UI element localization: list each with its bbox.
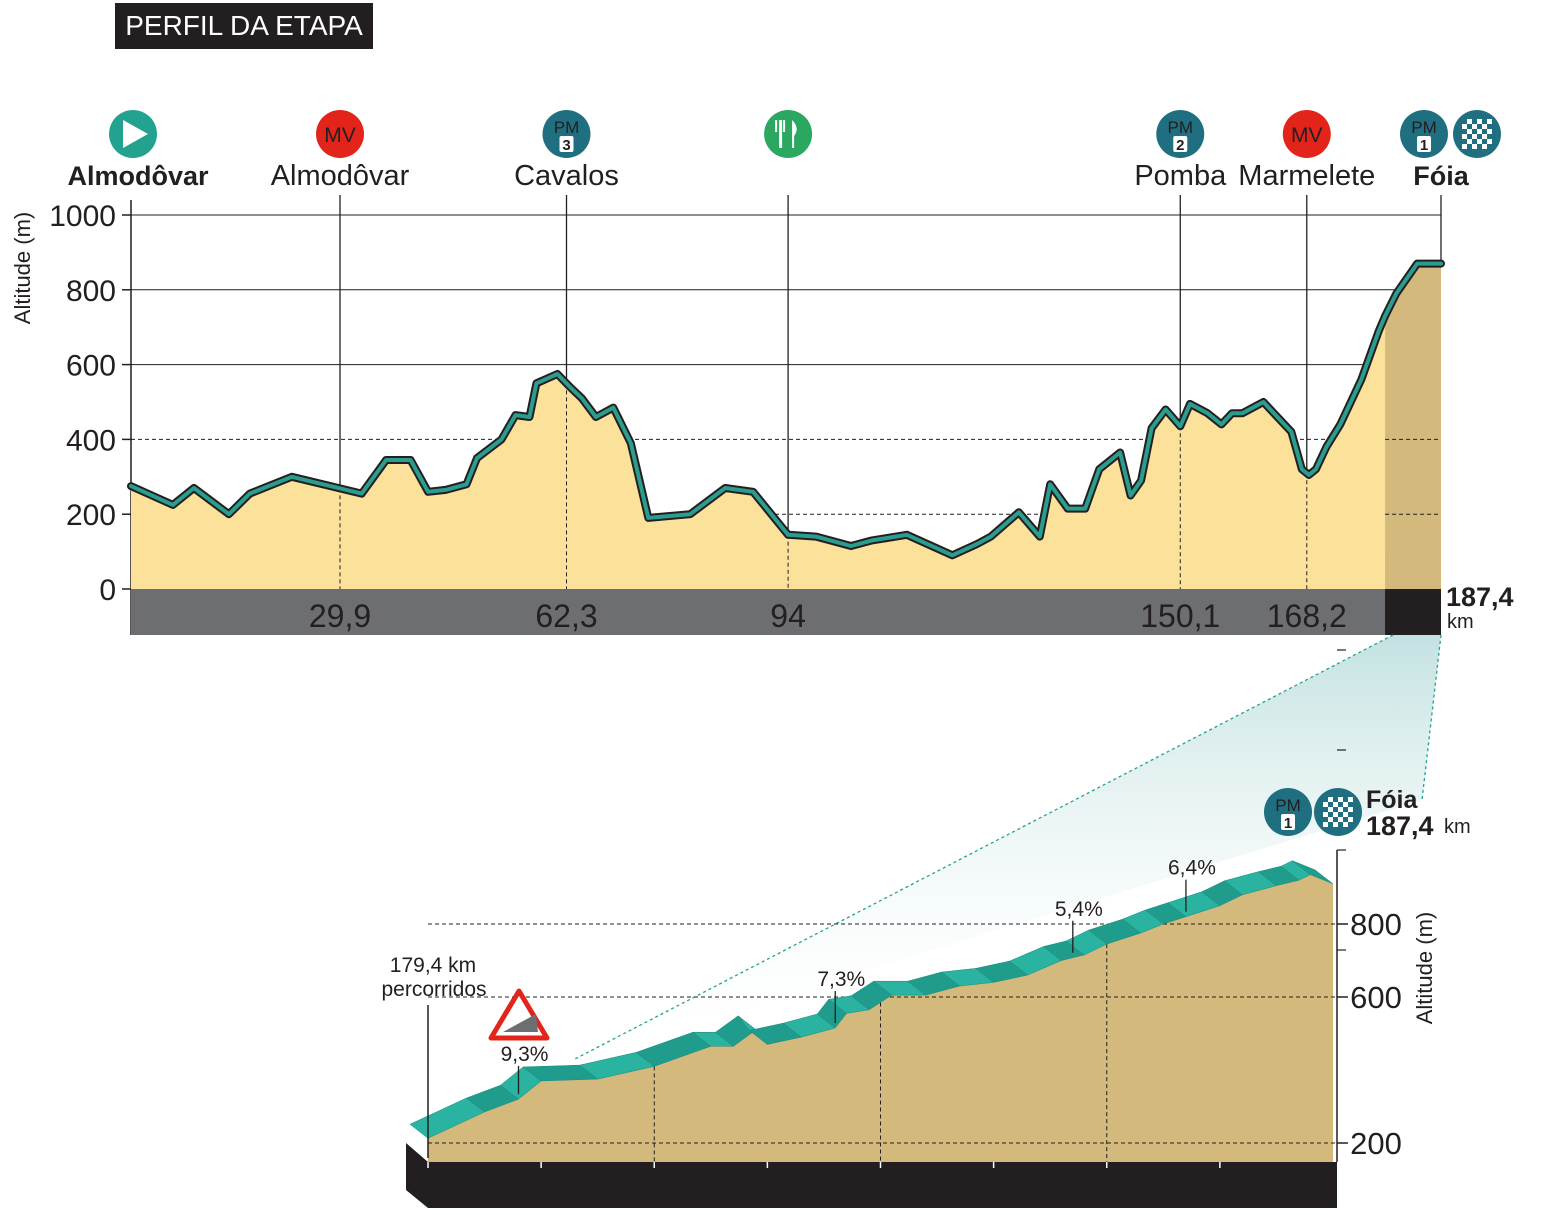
climb-start-text: percorridos	[381, 978, 486, 1001]
ytick-label-800: 800	[66, 275, 116, 308]
final-climb-area	[1385, 263, 1441, 589]
climb-finish-flag-icon	[1314, 788, 1362, 836]
pm2-badge-icon: PM2	[1156, 110, 1205, 158]
climb-km-label-5: 5	[762, 1174, 774, 1197]
climb-km-unit: km	[1304, 1180, 1332, 1203]
gradient-label-2: 5,4%	[1055, 898, 1103, 921]
km-label-5: 168,2	[1267, 598, 1347, 634]
pm3-badge-icon: PM3	[542, 110, 591, 158]
climb-title: Fóia	[1366, 786, 1418, 814]
marker-name-0: Almodôvar	[67, 161, 209, 191]
svg-text:1: 1	[1284, 815, 1292, 832]
svg-text:PM: PM	[554, 118, 580, 137]
marker-name-2: Cavalos	[514, 160, 619, 192]
svg-text:1: 1	[1420, 137, 1428, 154]
climb-km-label-2: 2	[1098, 1170, 1116, 1206]
marker-name-6: Fóia	[1413, 161, 1469, 191]
climb-km-label-1: 1	[1214, 1174, 1226, 1197]
svg-text:PM: PM	[1168, 118, 1194, 137]
svg-text:MV: MV	[1291, 124, 1323, 147]
marker-name-5: Marmelete	[1238, 160, 1375, 192]
svg-text:3: 3	[562, 137, 570, 154]
marker-name-4: Pomba	[1134, 160, 1227, 192]
elevation-area	[131, 263, 1441, 589]
finish-flag-icon	[1453, 110, 1501, 158]
climb-km-label-8: 8	[419, 1170, 437, 1206]
climb-road-seg-29	[1292, 860, 1334, 885]
km-label-2: 62,3	[535, 598, 597, 634]
y-axis-label: Altitude (m)	[10, 212, 35, 324]
svg-text:2: 2	[1176, 137, 1184, 154]
zoom-ytick-label-200: 200	[1350, 1126, 1402, 1161]
zoom-line-right	[1421, 634, 1442, 801]
zoom-y-axis-label: Altitude (m)	[1412, 912, 1437, 1024]
climb-km-label-4: 4	[872, 1170, 890, 1206]
mv-badge-icon: MV	[316, 110, 365, 158]
gradient-label-0: 9,3%	[501, 1043, 549, 1066]
ytick-label-200: 200	[66, 499, 116, 532]
elevation-line	[129, 261, 1443, 558]
gradient-label-3: 6,4%	[1168, 857, 1216, 880]
km-label-1: 29,9	[309, 598, 371, 634]
climb-base	[428, 1162, 1337, 1208]
svg-text:MV: MV	[324, 124, 356, 147]
km-label-4: 150,1	[1140, 598, 1220, 634]
mv-badge-icon: MV	[1282, 110, 1331, 158]
marker-name-1: Almodôvar	[271, 160, 410, 192]
ytick-label-1000: 1000	[49, 200, 116, 233]
climb-base-side	[406, 1143, 428, 1208]
km-label-3: 94	[770, 598, 806, 634]
climb-km-label-3: 3	[988, 1174, 1000, 1197]
climb-pm1-badge-icon: PM1	[1264, 788, 1312, 836]
finish-km-unit: km	[1447, 611, 1474, 633]
distance-bar	[131, 589, 1441, 635]
zoom-ytick-label-800: 800	[1350, 907, 1402, 942]
climb-start-km: 179,4 km	[390, 954, 476, 977]
zoom-ytick-label-600: 600	[1350, 980, 1402, 1015]
ytick-label-600: 600	[66, 350, 116, 383]
pm1-badge-icon: PM1	[1400, 110, 1448, 158]
page-title: PERFIL DA ETAPA	[115, 3, 373, 49]
distance-bar-final	[1385, 589, 1441, 635]
climb-km-label-6: 6	[645, 1170, 663, 1206]
climb-title-km: 187,4	[1366, 811, 1434, 841]
gradient-label-1: 7,3%	[817, 968, 865, 991]
ytick-label-0: 0	[99, 574, 116, 607]
zoom-connector	[573, 635, 1441, 1060]
climb-title-unit: km	[1444, 816, 1471, 838]
start-icon	[109, 110, 157, 158]
svg-text:PM: PM	[1275, 796, 1301, 815]
steep-warning-icon	[488, 988, 550, 1041]
svg-text:PM: PM	[1411, 118, 1437, 137]
finish-km-value: 187,4	[1446, 582, 1514, 612]
climb-km-label-7: 7	[535, 1174, 547, 1197]
feed-zone-icon	[764, 110, 813, 158]
zoom-line-left	[572, 634, 1394, 1061]
ytick-label-400: 400	[66, 424, 116, 457]
